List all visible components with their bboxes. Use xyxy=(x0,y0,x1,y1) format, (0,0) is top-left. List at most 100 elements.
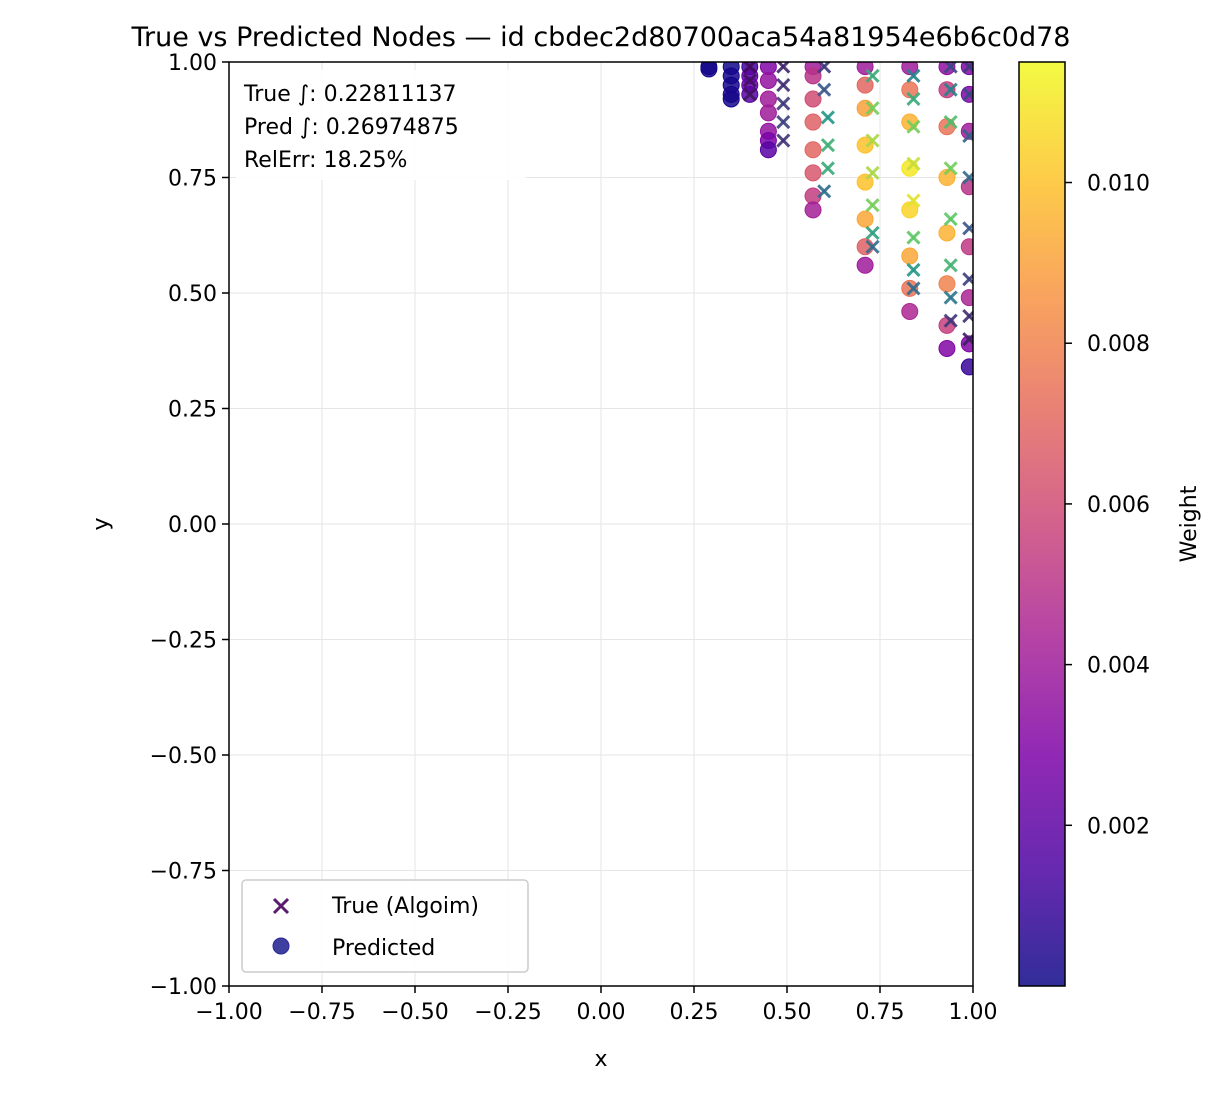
predicted-point xyxy=(856,256,874,274)
y-tick-label: −0.50 xyxy=(150,744,217,769)
predicted-point xyxy=(901,247,919,265)
predicted-point xyxy=(759,104,777,122)
true-point xyxy=(906,193,921,208)
y-tick-label: −1.00 xyxy=(150,975,217,1000)
true-point xyxy=(962,87,973,102)
data-points xyxy=(700,62,973,376)
predicted-point xyxy=(901,201,919,219)
true-point xyxy=(820,138,835,153)
y-tick-label: 0.25 xyxy=(168,398,217,423)
true-point xyxy=(906,68,921,83)
predicted-point xyxy=(938,169,956,186)
predicted-point xyxy=(700,62,718,78)
annotation-true-integral: True ∫: 0.22811137 xyxy=(243,82,457,107)
true-point xyxy=(906,262,921,277)
true-point xyxy=(776,78,791,93)
true-point xyxy=(906,230,921,245)
true-point xyxy=(943,290,958,305)
y-tick-label: 0.50 xyxy=(168,282,217,307)
true-point xyxy=(865,133,880,148)
predicted-point xyxy=(938,339,956,357)
x-tick-label: 1.00 xyxy=(949,1000,998,1025)
true-point xyxy=(776,96,791,111)
true-point xyxy=(943,212,958,227)
x-tick-label: −0.50 xyxy=(381,1000,448,1025)
true-point xyxy=(865,239,880,254)
predicted-point xyxy=(938,224,956,242)
true-point xyxy=(820,161,835,176)
predicted-point xyxy=(804,201,822,219)
true-point xyxy=(817,184,832,199)
predicted-point xyxy=(856,210,874,228)
legend-predicted-marker xyxy=(272,937,290,955)
colorbar-label: Weight xyxy=(1177,485,1202,562)
true-point xyxy=(817,82,832,97)
true-point xyxy=(962,272,973,287)
predicted-point xyxy=(938,81,956,99)
y-tick-label: 1.00 xyxy=(168,51,217,76)
predicted-point xyxy=(960,358,973,376)
y-tick-label: 0.75 xyxy=(168,167,217,192)
legend-true-marker xyxy=(272,897,290,915)
y-axis-ticks: −1.00 −0.75 −0.50 −0.25 0.00 0.25 0.50 0.75 1.00 xyxy=(150,51,229,1000)
predicted-point xyxy=(804,164,822,182)
true-point xyxy=(906,156,921,171)
true-point xyxy=(865,101,880,116)
predicted-point xyxy=(759,141,777,159)
y-tick-label: 0.00 xyxy=(168,513,217,538)
predicted-point xyxy=(901,279,919,297)
x-tick-label: −0.75 xyxy=(288,1000,355,1025)
x-tick-label: −0.25 xyxy=(474,1000,541,1025)
colorbar-tick-label: 0.004 xyxy=(1087,654,1150,679)
colorbar-tick-label: 0.002 xyxy=(1087,814,1150,839)
true-point xyxy=(865,68,880,83)
true-point xyxy=(776,133,791,148)
predicted-point xyxy=(960,238,973,256)
true-point xyxy=(865,225,880,241)
predicted-point xyxy=(960,289,973,307)
x-axis-label: x xyxy=(594,1047,607,1072)
true-point xyxy=(962,332,973,347)
legend-true-label: True (Algoim) xyxy=(331,894,479,919)
true-point xyxy=(962,221,973,236)
y-tick-label: −0.25 xyxy=(150,629,217,654)
true-point xyxy=(943,82,958,97)
y-tick-label: −0.75 xyxy=(150,860,217,885)
predicted-point xyxy=(901,302,919,320)
true-point xyxy=(865,165,880,180)
annotation-relative-error: RelErr: 18.25% xyxy=(244,148,407,173)
true-point xyxy=(943,313,958,328)
legend: True (Algoim) Predicted xyxy=(241,879,529,973)
predicted-point xyxy=(804,113,822,131)
predicted-point xyxy=(804,90,822,108)
true-point xyxy=(943,258,958,273)
true-point xyxy=(742,73,757,88)
predicted-point xyxy=(856,136,874,154)
predicted-point xyxy=(722,90,740,108)
true-point xyxy=(962,309,973,324)
true-point xyxy=(820,110,835,125)
predicted-point xyxy=(804,141,822,159)
true-point xyxy=(906,91,921,107)
x-tick-label: 0.25 xyxy=(670,1000,719,1025)
colorbar xyxy=(1018,61,1066,987)
predicted-point xyxy=(901,81,919,99)
true-point xyxy=(776,114,791,130)
predicted-point xyxy=(938,275,956,293)
legend-predicted-label: Predicted xyxy=(332,936,435,961)
colorbar-tick-label: 0.008 xyxy=(1087,332,1150,357)
predicted-point xyxy=(759,71,777,89)
annotation-pred-integral: Pred ∫: 0.26974875 xyxy=(244,115,459,140)
true-point xyxy=(742,87,757,102)
colorbar-ticks: 0.002 0.004 0.006 0.008 0.010 xyxy=(1065,172,1150,839)
true-point xyxy=(962,128,973,143)
true-point xyxy=(865,198,880,213)
predicted-point xyxy=(901,62,919,76)
legend-frame xyxy=(241,879,529,973)
annotation-box: True ∫: 0.22811137 Pred ∫: 0.26974875 Re… xyxy=(236,70,526,180)
colorbar-tick-label: 0.010 xyxy=(1087,172,1150,197)
true-point xyxy=(943,161,958,176)
true-point xyxy=(906,281,921,296)
true-point xyxy=(962,170,973,185)
